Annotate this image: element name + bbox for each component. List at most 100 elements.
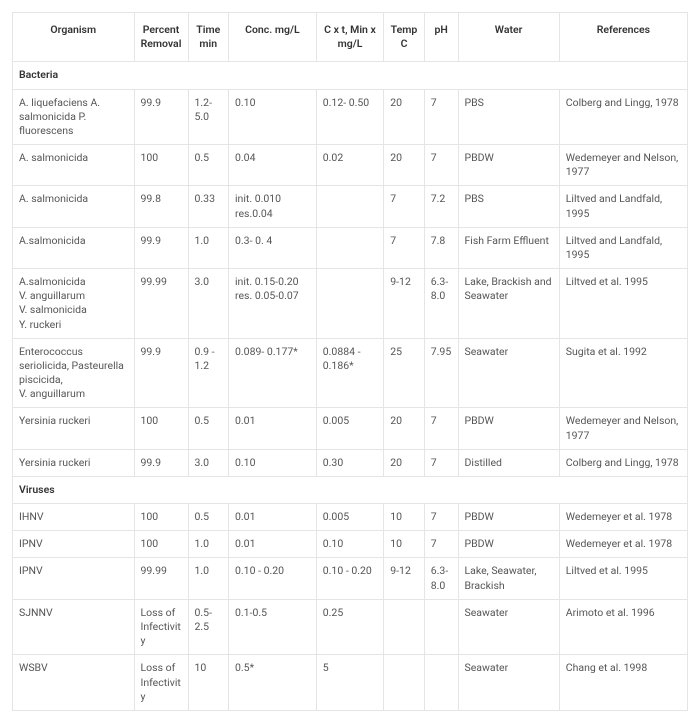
table-cell: IPNV <box>13 531 135 558</box>
table-cell: 25 <box>384 338 425 408</box>
table-cell: PBDW <box>458 504 559 531</box>
table-cell: 0.04 <box>229 145 317 186</box>
table-cell: 99.9 <box>134 89 188 145</box>
table-cell: 1.0 <box>188 558 229 599</box>
table-cell: 9-12 <box>384 558 425 599</box>
table-row: A. salmonicida99.80.33init. 0.010 res.0.… <box>13 186 688 227</box>
table-cell: IHNV <box>13 504 135 531</box>
table-cell: 99.99 <box>134 558 188 599</box>
table-row: Yersinia ruckeri1000.50.010.005207PBDWWe… <box>13 408 688 449</box>
column-header: Temp C <box>384 13 425 62</box>
table-cell: 0.10 <box>229 89 317 145</box>
section-title: Bacteria <box>13 62 688 89</box>
column-header: C x t, Min x mg/L <box>316 13 384 62</box>
table-cell: A. salmonicida <box>13 145 135 186</box>
table-cell <box>384 655 425 711</box>
table-cell: 0.01 <box>229 408 317 449</box>
table-row: IHNV1000.50.010.005107PBDWWedemeyer et a… <box>13 504 688 531</box>
table-cell: 7 <box>384 227 425 268</box>
table-cell: PBDW <box>458 531 559 558</box>
table-cell: 6.3-8.0 <box>424 269 458 339</box>
table-row: A.salmonicidaV. anguillarumV. salmonicid… <box>13 269 688 339</box>
table-cell: 0.01 <box>229 504 317 531</box>
table-cell: Seawater <box>458 655 559 711</box>
table-cell: PBDW <box>458 145 559 186</box>
table-row: IPNV99.991.00.10 - 0.200.10 - 0.209-126.… <box>13 558 688 599</box>
table-cell: 10 <box>188 655 229 711</box>
table-cell: 3.0 <box>188 449 229 476</box>
table-cell: 0.5 <box>188 408 229 449</box>
table-cell: 3.0 <box>188 269 229 339</box>
column-header: Water <box>458 13 559 62</box>
table-cell: 0.005 <box>316 504 384 531</box>
table-cell: 0.5 <box>188 504 229 531</box>
table-cell: Colberg and Lingg, 1978 <box>559 89 687 145</box>
table-cell: 7.95 <box>424 338 458 408</box>
table-cell: 0.005 <box>316 408 384 449</box>
table-cell: SJNNV <box>13 599 135 655</box>
table-cell: Liltved et al. 1995 <box>559 269 687 339</box>
table-cell: WSBV <box>13 655 135 711</box>
column-header: Percent Removal <box>134 13 188 62</box>
table-cell: PBDW <box>458 408 559 449</box>
table-cell: 0.10 <box>316 531 384 558</box>
table-cell: 20 <box>384 89 425 145</box>
table-cell: 100 <box>134 408 188 449</box>
section-title: Viruses <box>13 476 688 503</box>
table-cell: 7 <box>424 449 458 476</box>
table-cell: Yersinia ruckeri <box>13 449 135 476</box>
table-cell <box>316 227 384 268</box>
table-cell: 6.3-8.0 <box>424 558 458 599</box>
table-cell: 0.30 <box>316 449 384 476</box>
table-cell: 7 <box>424 504 458 531</box>
table-row: IPNV1001.00.010.10107PBDWWedemeyer et al… <box>13 531 688 558</box>
table-cell: A.salmonicidaV. anguillarumV. salmonicid… <box>13 269 135 339</box>
table-cell: PBS <box>458 89 559 145</box>
table-cell: PBS <box>458 186 559 227</box>
table-cell: Colberg and Lingg, 1978 <box>559 449 687 476</box>
table-cell: 7 <box>424 145 458 186</box>
table-cell: 99.9 <box>134 338 188 408</box>
table-cell: 0.10 - 0.20 <box>316 558 384 599</box>
table-cell: 1.0 <box>188 227 229 268</box>
table-cell: init. 0.010 res.0.04 <box>229 186 317 227</box>
table-cell: 99.9 <box>134 449 188 476</box>
table-cell: 100 <box>134 145 188 186</box>
table-cell: 99.8 <box>134 186 188 227</box>
table-cell: 0.12- 0.50 <box>316 89 384 145</box>
table-row: A. liquefaciens A. salmonicida P. fluore… <box>13 89 688 145</box>
table-cell: 10 <box>384 531 425 558</box>
table-cell: 7 <box>384 186 425 227</box>
table-cell: 0.5-2.5 <box>188 599 229 655</box>
column-header: References <box>559 13 687 62</box>
column-header: Conc. mg/L <box>229 13 317 62</box>
table-cell: 100 <box>134 531 188 558</box>
table-cell: 7.2 <box>424 186 458 227</box>
table-cell: Wedemeyer et al. 1978 <box>559 504 687 531</box>
table-cell: Loss of Infectivity <box>134 655 188 711</box>
table-cell: Lake, Brackish and Seawater <box>458 269 559 339</box>
table-cell: Enterococcus seriolicida, Pasteurella pi… <box>13 338 135 408</box>
table-cell: 0.089- 0.177* <box>229 338 317 408</box>
table-cell: 0.3- 0. 4 <box>229 227 317 268</box>
table-cell: 9-12 <box>384 269 425 339</box>
table-row: Yersinia ruckeri99.93.00.100.30207Distil… <box>13 449 688 476</box>
table-cell: Liltved and Landfald, 1995 <box>559 186 687 227</box>
table-cell: Seawater <box>458 338 559 408</box>
table-cell: IPNV <box>13 558 135 599</box>
table-cell: Yersinia ruckeri <box>13 408 135 449</box>
table-cell: 20 <box>384 408 425 449</box>
table-cell: 10 <box>384 504 425 531</box>
table-cell: Sugita et al. 1992 <box>559 338 687 408</box>
table-cell: Distilled <box>458 449 559 476</box>
table-cell: 0.5 <box>188 145 229 186</box>
table-cell: Liltved and Landfald, 1995 <box>559 227 687 268</box>
table-cell: Lake, Seawater, Brackish <box>458 558 559 599</box>
table-cell: 1.2- 5.0 <box>188 89 229 145</box>
table-cell: Wedemeyer and Nelson, 1977 <box>559 145 687 186</box>
table-cell <box>316 186 384 227</box>
table-cell: Fish Farm Effluent <box>458 227 559 268</box>
table-cell <box>384 599 425 655</box>
table-cell: 20 <box>384 449 425 476</box>
table-cell: 7 <box>424 531 458 558</box>
